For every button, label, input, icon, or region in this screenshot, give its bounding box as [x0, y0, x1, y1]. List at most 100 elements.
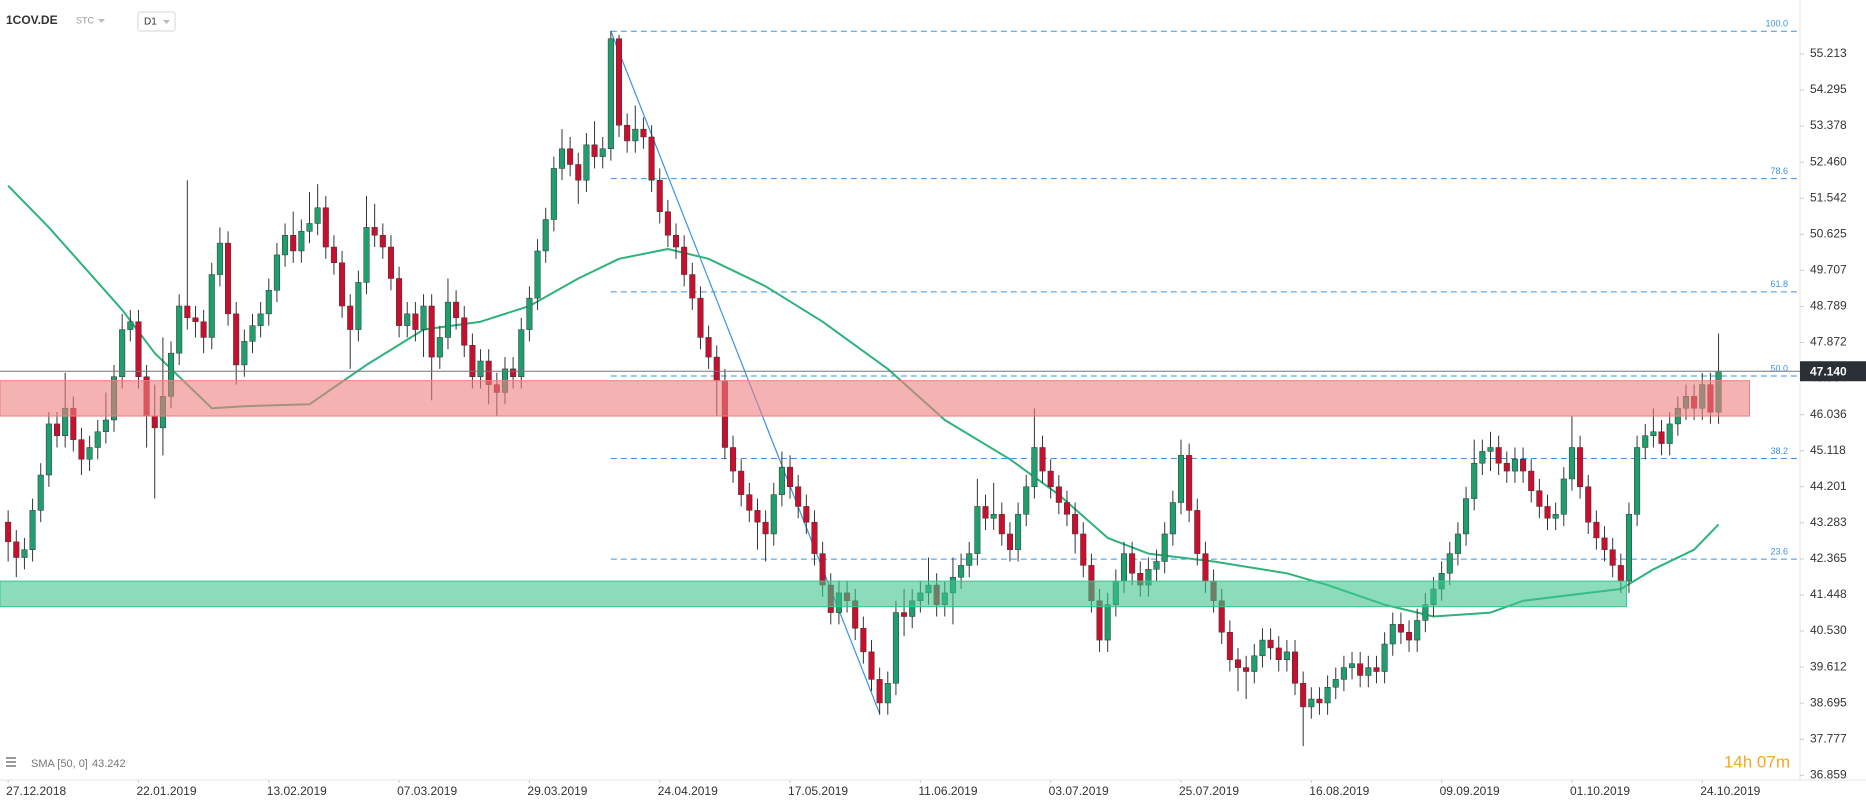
candle-body [1552, 514, 1559, 519]
candle-body [477, 360, 484, 377]
candle-body [1023, 486, 1030, 515]
candle-body [1006, 533, 1013, 550]
x-tick-label: 27.12.2018 [6, 784, 66, 798]
candle-body [607, 38, 614, 150]
candle-body [208, 274, 215, 338]
candle-body [436, 337, 443, 358]
candle-body [86, 447, 93, 460]
candle-body [868, 651, 875, 680]
indicator-name: SMA [50, 0] [31, 758, 88, 770]
candle-body [1568, 447, 1575, 480]
x-tick-label: 29.03.2019 [527, 784, 587, 798]
candle-body [200, 321, 207, 338]
indicator-icon[interactable] [6, 757, 16, 767]
y-tick-label: 41.448 [1810, 587, 1847, 601]
candle-body [371, 227, 378, 236]
candle-body [306, 223, 313, 232]
interval[interactable]: D1 [144, 17, 157, 28]
candle-body [998, 514, 1005, 535]
candle-body [624, 124, 631, 142]
candle-body [1634, 447, 1641, 515]
candle-body [681, 246, 688, 275]
candle-body [1536, 490, 1543, 507]
candle-body [1349, 663, 1356, 668]
icon-bar [6, 761, 16, 763]
y-tick-label: 55.213 [1810, 46, 1847, 60]
candle-body [13, 541, 20, 558]
candle-body [1609, 549, 1616, 566]
y-tick-label: 39.612 [1810, 659, 1847, 673]
candle-body [216, 242, 223, 275]
y-tick-label: 48.789 [1810, 299, 1847, 313]
candle-body [1479, 451, 1486, 464]
candle-body [282, 234, 289, 256]
candle-body [1414, 620, 1421, 641]
candle-body [379, 234, 386, 248]
candle-body [1267, 639, 1274, 649]
candle-body [583, 144, 590, 181]
x-tick-label: 25.07.2019 [1179, 784, 1239, 798]
candle-body [1503, 462, 1510, 472]
account-select[interactable]: STC [76, 15, 95, 25]
y-tick-label: 46.036 [1810, 407, 1847, 421]
candle-body [1642, 435, 1649, 448]
candle-body [1202, 553, 1209, 582]
candle-body [5, 521, 12, 543]
candle-body [119, 329, 126, 377]
candle-body [1300, 683, 1307, 708]
candle-body [1373, 667, 1380, 672]
candle-body [697, 297, 704, 338]
candle-body [1397, 624, 1404, 633]
x-tick-label: 22.01.2019 [136, 784, 196, 798]
candle-body [135, 321, 142, 377]
candle-body [273, 254, 280, 291]
y-tick-label: 50.625 [1810, 226, 1847, 240]
candle-body [1243, 667, 1250, 672]
y-tick-label: 37.777 [1810, 731, 1847, 745]
y-tick-label: 38.695 [1810, 695, 1847, 709]
candle-body [892, 612, 899, 684]
candle-body [1593, 521, 1600, 539]
candle-body [1511, 459, 1518, 472]
candle-body [1308, 698, 1315, 708]
candle-body [1332, 679, 1339, 688]
candle-body [461, 317, 468, 346]
y-tick-label: 51.542 [1810, 190, 1847, 204]
price-label: 47.140 [1810, 364, 1847, 378]
candle-body [184, 305, 191, 319]
candle-body [1601, 537, 1608, 550]
symbol: 1COV.DE [6, 13, 58, 27]
candle-body [510, 368, 517, 377]
candle-body [966, 553, 973, 566]
candle-body [795, 486, 802, 507]
indicator-value: 43.242 [92, 758, 126, 770]
candle-body [469, 345, 476, 377]
candle-body [787, 466, 794, 488]
x-tick-label: 13.02.2019 [267, 784, 327, 798]
candle-body [746, 494, 753, 511]
candle-body [982, 506, 989, 519]
candle-body [444, 301, 451, 338]
candle-body [355, 282, 362, 330]
candle-body [730, 447, 737, 472]
candle-body [1194, 510, 1201, 554]
candle-body [1234, 659, 1242, 668]
candle-body [420, 305, 427, 330]
candle-body [45, 423, 52, 476]
candle-body [518, 329, 525, 377]
candle-body [53, 423, 61, 436]
interval-box[interactable] [137, 11, 176, 32]
candle-body [1153, 561, 1160, 570]
candle-body [754, 510, 761, 523]
candle-body [1463, 498, 1470, 535]
candle-body [770, 494, 777, 535]
candle-body [575, 164, 582, 181]
candle-body [1072, 514, 1079, 535]
candle-body [396, 278, 403, 326]
candle-body [591, 144, 598, 157]
candle-body [1161, 533, 1168, 562]
candle-body [1169, 502, 1176, 535]
candle-body [1666, 423, 1673, 444]
candle-body [1316, 698, 1323, 704]
x-tick-label: 01.10.2019 [1570, 784, 1630, 798]
